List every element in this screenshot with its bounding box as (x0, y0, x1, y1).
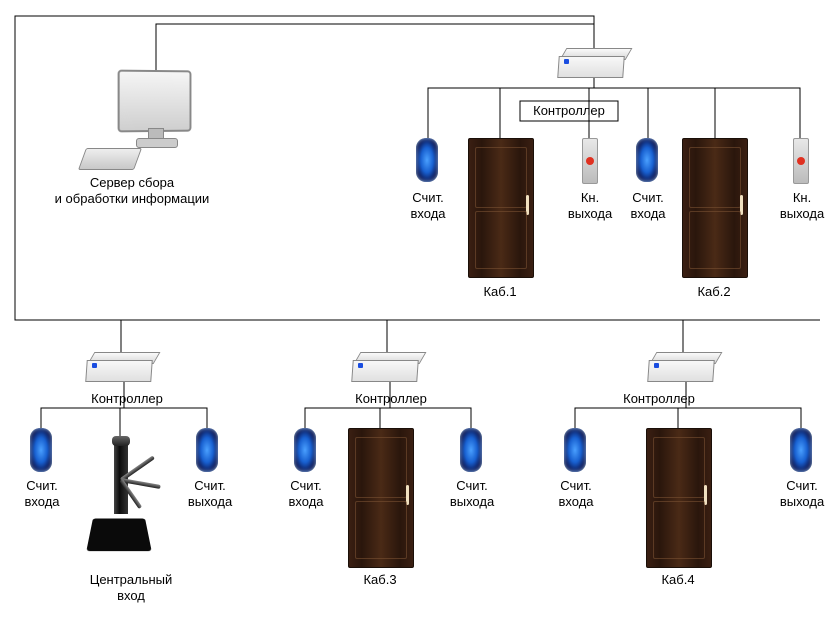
controller-top-label: Контроллер (524, 103, 614, 119)
kab1-label: Каб.1 (470, 284, 530, 300)
door-kab2-icon (682, 138, 748, 278)
server-label: Сервер сбора и обработки информации (32, 175, 232, 206)
r-in-b1-label: Счит. входа (12, 478, 72, 509)
controller-top-icon (558, 48, 628, 78)
exit-button-kab2-icon (793, 138, 809, 184)
reader-in-1-label: Счит. входа (398, 190, 458, 221)
controller-b3-label: Контроллер (614, 391, 704, 407)
reader-in-central-icon (30, 428, 52, 472)
controller-1-icon (86, 352, 156, 382)
door-kab3-icon (348, 428, 414, 568)
r-out-b2-label: Счит. выхода (442, 478, 502, 509)
controller-2-icon (352, 352, 422, 382)
exit-1-label: Кн. выхода (560, 190, 620, 221)
door-kab1-icon (468, 138, 534, 278)
keyboard-icon (78, 148, 142, 170)
exit-button-kab1-icon (582, 138, 598, 184)
reader-in-kab3-icon (294, 428, 316, 472)
kab2-label: Каб.2 (684, 284, 744, 300)
r-out-b1-label: Счит. выхода (180, 478, 240, 509)
reader-out-central-icon (196, 428, 218, 472)
reader-in-kab1-icon (416, 138, 438, 182)
controller-3-icon (648, 352, 718, 382)
reader-in-2-label: Счит. входа (618, 190, 678, 221)
kab3-label: Каб.3 (350, 572, 410, 588)
controller-b1-label: Контроллер (82, 391, 172, 407)
r-in-b3-label: Счит. входа (546, 478, 606, 509)
exit-2-label: Кн. выхода (772, 190, 832, 221)
door-kab4-icon (646, 428, 712, 568)
controller-b2-label: Контроллер (346, 391, 436, 407)
reader-out-kab3-icon (460, 428, 482, 472)
r-in-b2-label: Счит. входа (276, 478, 336, 509)
reader-in-kab4-icon (564, 428, 586, 472)
central-label: Центральный вход (76, 572, 186, 603)
r-out-b3-label: Счит. выхода (772, 478, 832, 509)
reader-in-kab2-icon (636, 138, 658, 182)
reader-out-kab4-icon (790, 428, 812, 472)
kab4-label: Каб.4 (648, 572, 708, 588)
turnstile-icon (90, 440, 150, 560)
